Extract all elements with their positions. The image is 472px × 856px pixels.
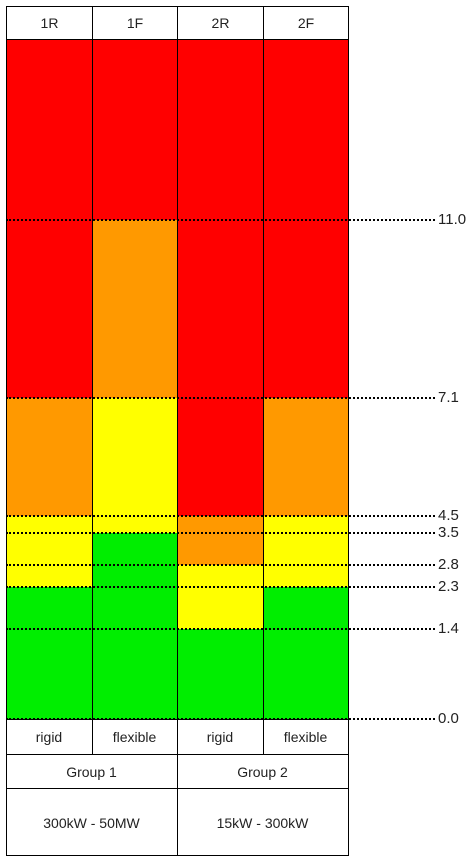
- zone-2r-green: [177, 629, 263, 719]
- column-divider: [263, 719, 264, 755]
- column-header-1r: 1R: [6, 6, 93, 40]
- level-label: 2.8: [438, 556, 459, 573]
- column-header-2f: 2F: [264, 6, 349, 40]
- group-range-1: 300kW - 50MW: [43, 814, 140, 831]
- column-divider: [92, 719, 93, 755]
- zone-1f-red: [92, 40, 177, 220]
- type-label-2f: flexible: [283, 729, 328, 745]
- zone-1f-green: [92, 533, 177, 719]
- column-divider: [177, 40, 178, 720]
- zone-1f-yellow: [92, 398, 177, 533]
- type-label-2r: rigid: [206, 729, 234, 745]
- zone-2f-orange: [263, 398, 348, 516]
- level-label: 11.0: [438, 211, 467, 228]
- column-divider: [263, 40, 264, 720]
- severity-zones: [6, 40, 349, 719]
- level-label: 2.3: [438, 578, 459, 595]
- zone-2r-yellow: [177, 565, 263, 629]
- level-line: [6, 397, 435, 399]
- group-range-2: 15kW - 300kW: [216, 814, 309, 831]
- zone-1f-orange: [92, 220, 177, 398]
- column-divider: [6, 40, 7, 720]
- column-divider: [92, 40, 93, 720]
- zone-2f-yellow: [263, 516, 348, 587]
- column-header-2r: 2R: [178, 6, 264, 40]
- level-line: [6, 628, 435, 630]
- level-line: [6, 515, 435, 517]
- level-line: [6, 532, 435, 534]
- level-label: 0.0: [438, 710, 459, 727]
- level-line: [6, 586, 435, 588]
- zone-2r-red: [177, 40, 263, 516]
- level-line: [6, 564, 435, 566]
- level-label: 4.5: [438, 507, 459, 524]
- column-header-1f: 1F: [93, 6, 178, 40]
- type-label-1f: flexible: [112, 729, 157, 745]
- zone-1r-yellow: [6, 516, 92, 587]
- zone-2r-orange: [177, 516, 263, 565]
- group-divider: [177, 755, 178, 855]
- level-label: 7.1: [438, 389, 459, 406]
- group-label-1: Group 1: [66, 764, 117, 780]
- group-label-2: Group 2: [237, 764, 288, 780]
- column-divider: [177, 719, 178, 755]
- zone-1r-orange: [6, 398, 92, 516]
- level-line: [6, 219, 435, 221]
- level-label: 3.5: [438, 524, 459, 541]
- level-label: 1.4: [438, 620, 459, 637]
- zone-2f-green: [263, 587, 348, 719]
- column-divider: [348, 40, 349, 720]
- zone-1r-green: [6, 587, 92, 719]
- type-label-1r: rigid: [35, 729, 63, 745]
